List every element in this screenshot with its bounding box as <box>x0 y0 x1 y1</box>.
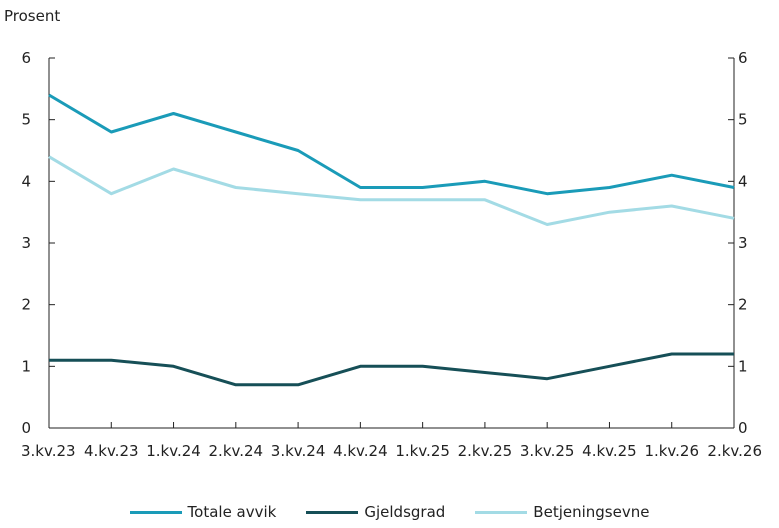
y-tick-label-left: 6 <box>21 49 31 67</box>
x-tick-label: 3.kv.25 <box>520 442 575 460</box>
legend-swatch <box>306 510 359 514</box>
legend-label: Totale avvik <box>187 503 277 521</box>
y-tick-label-right: 3 <box>738 234 748 252</box>
y-axis-label: Prosent <box>4 7 60 25</box>
y-tick-label-left: 1 <box>21 357 31 375</box>
series-line-0 <box>48 93 735 196</box>
x-tick-label: 4.kv.24 <box>333 442 388 460</box>
y-tick-label-right: 0 <box>738 419 748 437</box>
x-tick-label: 1.kv.24 <box>146 442 201 460</box>
axis-ticks: 0 0 1 1 2 2 3 3 4 4 5 5 6 6 3.kv.23 4.kv.23 1.kv.24 2.kv.… <box>21 49 762 460</box>
x-tick-label: 4.kv.23 <box>84 442 139 460</box>
legend-item-1: Gjeldsgrad <box>306 503 445 521</box>
y-tick-label-right: 2 <box>738 296 748 314</box>
y-tick-label-right: 4 <box>738 172 748 190</box>
legend-label: Gjeldsgrad <box>364 503 446 521</box>
y-tick-label-left: 0 <box>21 419 31 437</box>
x-tick-label: 4.kv.25 <box>582 442 637 460</box>
legend-swatch <box>475 510 528 514</box>
series-lines <box>48 93 735 387</box>
y-tick-label-left: 4 <box>21 172 31 190</box>
y-tick-label-left: 3 <box>21 234 31 252</box>
legend: Totale avvik Gjeldsgrad Betjeningsevne <box>0 500 779 524</box>
y-tick-label-right: 1 <box>738 357 748 375</box>
y-tick-label-right: 6 <box>738 49 748 67</box>
y-tick-label-right: 5 <box>738 111 748 129</box>
y-tick-label-left: 2 <box>21 296 31 314</box>
x-tick-label: 3.kv.23 <box>21 442 76 460</box>
series-line-2 <box>48 155 735 226</box>
series-line-1 <box>49 352 734 387</box>
legend-swatch <box>129 510 182 514</box>
legend-item-0: Totale avvik <box>129 503 277 521</box>
legend-item-2: Betjeningsevne <box>475 503 649 521</box>
x-tick-label: 3.kv.24 <box>271 442 326 460</box>
x-tick-label: 1.kv.26 <box>644 442 699 460</box>
x-tick-label: 2.kv.26 <box>707 442 762 460</box>
x-tick-label: 2.kv.24 <box>209 442 264 460</box>
x-tick-label: 1.kv.25 <box>395 442 450 460</box>
y-tick-label-left: 5 <box>21 111 31 129</box>
x-tick-label: 2.kv.25 <box>458 442 513 460</box>
legend-label: Betjeningsevne <box>533 503 650 521</box>
